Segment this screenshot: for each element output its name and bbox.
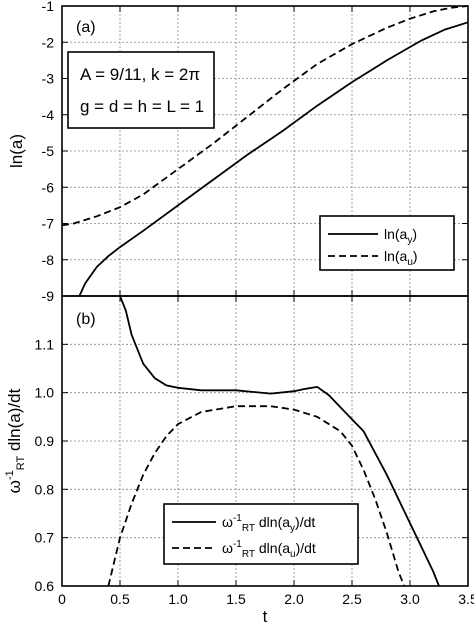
legend-b: ω-1RT dln(ay)/dt ω-1RT dln(au)/dt	[163, 503, 359, 565]
y-tick-label-a-8: -1	[42, 0, 55, 14]
x-axis-title: t	[263, 607, 268, 626]
curves-b	[107, 295, 440, 587]
y-axis-title-b: ω-1RT dln(a)/dt	[4, 388, 27, 493]
series-line-b-0	[119, 295, 440, 587]
y-tick-label-b-3: 0.9	[35, 433, 55, 449]
y-tick-label-a-5: -4	[42, 107, 55, 123]
x-tick-label-7: 3.5	[458, 591, 474, 607]
y-tick-label-a-1: -8	[42, 252, 55, 268]
y-tick-label-a-2: -7	[42, 216, 55, 232]
legend-label-dln-au: ω-1RT dln(au)/dt	[222, 539, 316, 560]
legend-label-au: ln(au)	[384, 248, 418, 268]
y-tick-label-b-1: 0.7	[35, 530, 55, 546]
series-line-a-1	[61, 5, 469, 227]
legend-a: ln(ay) ln(au)	[319, 215, 455, 271]
y-tick-label-a-7: -2	[42, 34, 55, 50]
x-tick-label-3: 1.5	[226, 591, 246, 607]
panel-b: 0 0.5 1.0 1.5 2.0 2.5 3.0 3.5 0.6 0.7 0.8 0.9 1.0 1.1…	[4, 295, 474, 626]
ticks-b: 0 0.5 1.0 1.5 2.0 2.5 3.0 3.5 0.6 0.7 0.8 0.9 1.0 1.1	[35, 296, 474, 607]
y-tick-label-a-3: -6	[42, 179, 55, 195]
y-axis-title-a: ln(a)	[7, 134, 26, 168]
panel-label-b: (b)	[76, 311, 96, 328]
y-tick-label-b-5: 1.1	[35, 336, 55, 352]
parameter-box	[67, 51, 215, 129]
panel-a: -9-8-7-6-5-4-3-2-1 (a) A = 9/11, k = 2π …	[7, 0, 469, 304]
legend-box-b	[163, 503, 359, 565]
x-tick-label-4: 2.0	[284, 591, 304, 607]
legend-box-a	[319, 215, 455, 271]
y-tick-label-b-4: 1.0	[35, 385, 55, 401]
parameter-line-1: A = 9/11, k = 2π	[80, 65, 200, 84]
x-tick-label-5: 2.5	[342, 591, 362, 607]
y-tick-label-a-6: -3	[42, 71, 55, 87]
x-tick-label-2: 1.0	[168, 591, 188, 607]
series-line-b-1	[107, 405, 406, 587]
y-tick-label-a-4: -5	[42, 143, 55, 159]
series-line-a-0	[78, 21, 469, 297]
panel-label-a: (a)	[76, 19, 96, 36]
curves-a	[61, 5, 469, 297]
y-tick-label-b-2: 0.8	[35, 481, 55, 497]
legend-label-dln-ay: ω-1RT dln(ay)/dt	[222, 513, 315, 534]
parameter-line-2: g = d = h = L = 1	[80, 97, 204, 116]
x-tick-label-1: 0.5	[110, 591, 130, 607]
plot-frame-b	[61, 295, 469, 587]
x-tick-label-6: 3.0	[400, 591, 420, 607]
x-tick-label-0: 0	[58, 591, 66, 607]
legend-label-ay: ln(ay)	[384, 226, 417, 246]
y-tick-label-a-0: -9	[42, 288, 55, 304]
y-tick-label-b-0: 0.6	[35, 578, 55, 594]
